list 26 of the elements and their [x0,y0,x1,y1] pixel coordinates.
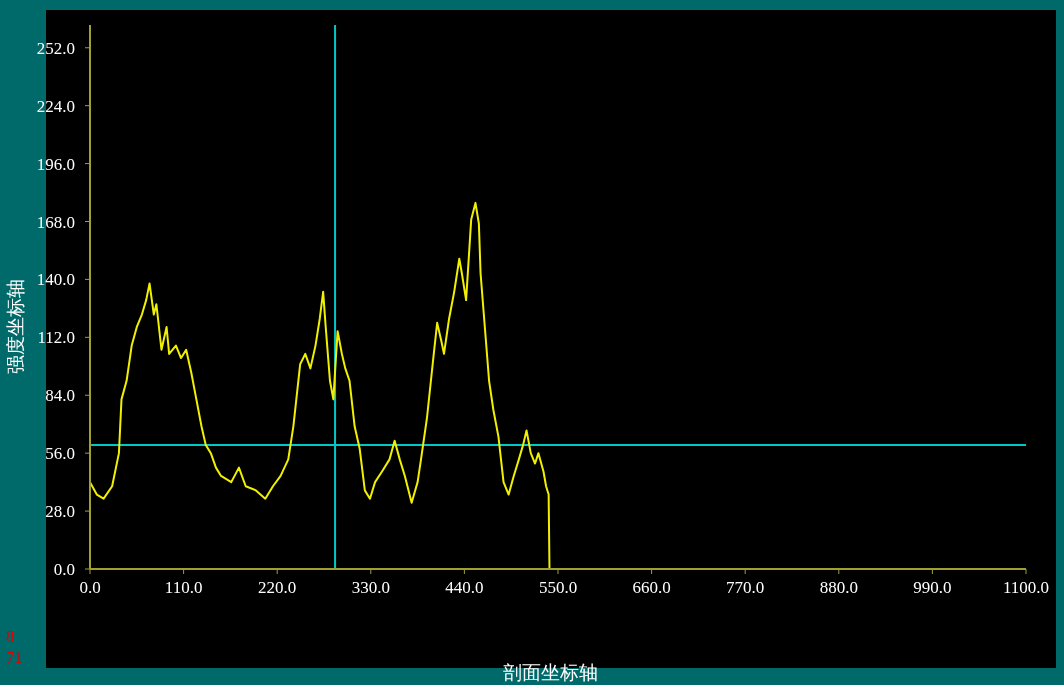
y-axis-title: 强度坐标轴 [4,278,27,374]
y-tick-label: 196.0 [36,154,75,174]
x-tick-label: 330.0 [351,578,390,597]
x-tick-label: 220.0 [258,578,297,597]
x-tick-label: 440.0 [445,578,484,597]
y-tick-label: 168.0 [36,212,75,232]
y-tick-label: 224.0 [36,96,75,116]
y-tick-label: 84.0 [45,386,75,406]
line-series [90,201,551,569]
y-tick-label: 56.0 [45,444,75,464]
x-tick-label: 660.0 [632,578,671,597]
x-tick-label: 770.0 [726,578,765,597]
x-tick-label: 880.0 [819,578,858,597]
x-tick-label: 1100.0 [1002,578,1050,597]
y-tick-label: 0.0 [53,560,75,579]
y-tick-label: 140.0 [36,270,75,290]
y-tick-label: 28.0 [45,502,75,522]
x-tick-label: 990.0 [913,578,952,597]
text: 8 [6,626,16,647]
text: 71 [6,647,23,668]
x-tick-label: 0.0 [79,578,101,597]
y-tick-label: 112.0 [37,328,75,348]
x-tick-label: 550.0 [538,578,578,597]
x-tick-label: 110.0 [164,578,203,597]
x-axis-title: 剖面坐标轴 [501,661,599,685]
y-tick-label: 252.0 [36,38,75,58]
